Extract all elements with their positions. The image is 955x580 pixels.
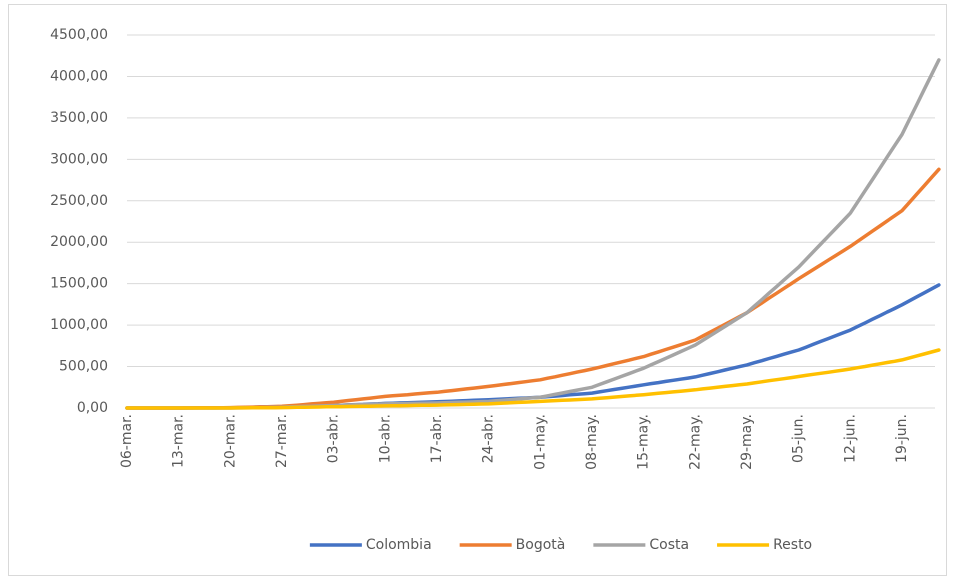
legend-label: Resto: [773, 537, 812, 553]
x-tick-label: 29-may.: [739, 414, 755, 470]
legend-label: Costa: [649, 537, 689, 553]
x-tick-label: 08-may.: [584, 414, 600, 470]
y-tick-label: 3500,00: [50, 110, 108, 126]
y-tick-label: 3000,00: [50, 151, 108, 167]
x-tick-label: 20-mar.: [222, 414, 238, 468]
x-tick-label: 27-mar.: [274, 414, 290, 468]
x-tick-label: 19-jun.: [894, 414, 910, 463]
x-tick-label: 15-may.: [636, 414, 652, 470]
y-tick-label: 2000,00: [50, 234, 108, 250]
x-tick-label: 05-jun.: [791, 414, 807, 463]
x-tick-label: 03-abr.: [326, 414, 342, 463]
x-tick-label: 12-jun.: [842, 414, 858, 463]
y-tick-label: 2500,00: [50, 193, 108, 209]
chart-frame: [8, 4, 947, 576]
y-tick-label: 4500,00: [50, 27, 108, 43]
legend-label: Bogotà: [516, 537, 566, 553]
series-line: [125, 348, 941, 410]
x-tick-label: 22-may.: [687, 414, 703, 470]
x-tick-label: 13-mar.: [171, 414, 187, 468]
x-tick-label: 24-abr.: [481, 414, 497, 463]
x-tick-label: 17-abr.: [429, 414, 445, 463]
y-tick-label: 0,00: [77, 400, 108, 416]
x-tick-label: 01-may.: [532, 414, 548, 470]
legend-label: Colombia: [366, 537, 432, 553]
x-tick-label: 06-mar.: [119, 414, 135, 468]
y-tick-label: 1000,00: [50, 317, 108, 333]
y-tick-label: 4000,00: [50, 68, 108, 84]
y-tick-label: 500,00: [59, 359, 108, 375]
y-tick-label: 1500,00: [50, 276, 108, 292]
x-tick-label: 10-abr.: [377, 414, 393, 463]
